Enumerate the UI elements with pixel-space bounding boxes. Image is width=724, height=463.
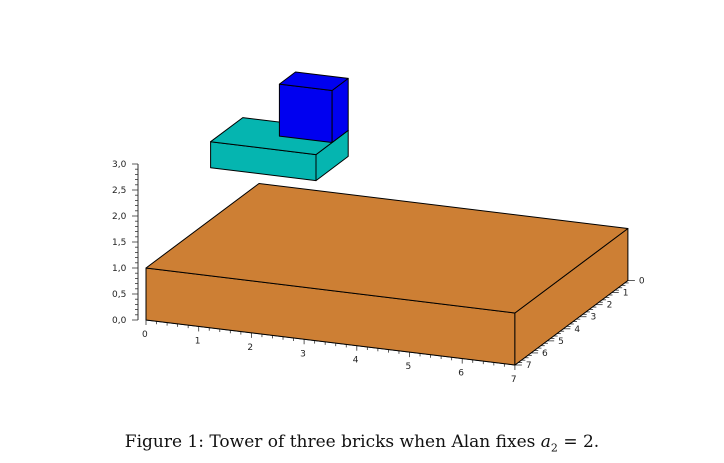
x-tick-label: 6 xyxy=(458,369,464,379)
brick-top-top-face xyxy=(278,71,349,91)
z-tick-label: 0,5 xyxy=(112,290,126,300)
z-tick-label: 2,5 xyxy=(112,186,126,196)
x-tick-label: 5 xyxy=(406,362,412,372)
z-tick-label: 3,0 xyxy=(112,160,127,170)
x-tick-label: 1 xyxy=(195,336,201,346)
y-tick-label: 7 xyxy=(526,361,532,371)
caption-variable: a xyxy=(540,432,551,452)
y-tick-label: 4 xyxy=(574,325,580,335)
y-tick-label: 6 xyxy=(542,349,548,359)
y-tick-label: 5 xyxy=(558,337,564,347)
caption-text: Tower of three bricks when Alan fixes xyxy=(209,432,541,452)
brick-base-top-face xyxy=(145,183,629,314)
x-tick-label: 4 xyxy=(353,356,359,366)
y-tick-label: 3 xyxy=(590,313,596,323)
brick-top xyxy=(278,71,349,143)
z-tick-label: 0,0 xyxy=(112,316,127,326)
z-tick-label: 1,5 xyxy=(112,238,126,248)
figure-caption: Figure 1: Tower of three bricks when Ala… xyxy=(0,432,724,454)
x-tick-label: 0 xyxy=(142,330,148,340)
y-tick-label: 2 xyxy=(607,301,613,311)
x-tick-label: 3 xyxy=(300,349,306,359)
y-tick-label: 0 xyxy=(639,277,645,287)
caption-subscript: 2 xyxy=(550,441,558,455)
y-tick-label: 1 xyxy=(623,289,629,299)
brick-base xyxy=(145,183,629,366)
x-tick-label: 7 xyxy=(511,375,517,385)
bricks xyxy=(145,71,629,366)
z-tick-label: 1,0 xyxy=(112,264,127,274)
caption-label: Figure 1: xyxy=(124,432,204,452)
z-tick-label: 2,0 xyxy=(112,212,127,222)
x-tick-label: 2 xyxy=(247,343,253,353)
caption-text-end: = 2. xyxy=(557,432,600,452)
brick-top-front-face xyxy=(278,83,333,143)
